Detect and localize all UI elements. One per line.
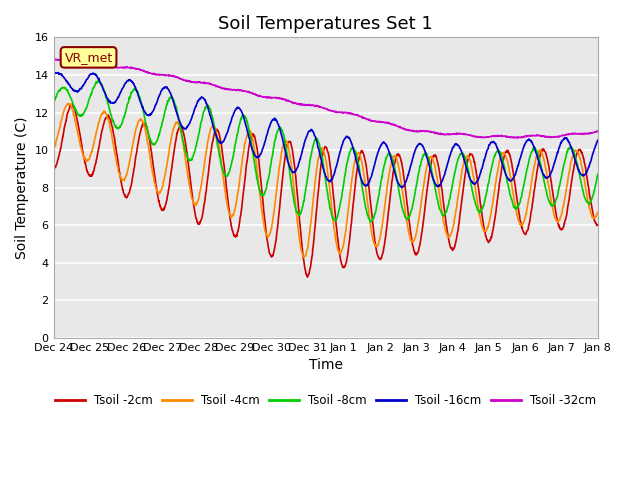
Tsoil -16cm	[277, 130, 285, 135]
Tsoil -32cm	[499, 133, 507, 139]
Tsoil -2cm	[303, 274, 311, 280]
Tsoil -32cm	[170, 73, 178, 79]
Tsoil -8cm	[367, 219, 374, 225]
Tsoil -8cm	[50, 100, 58, 106]
Tsoil -4cm	[65, 101, 72, 107]
Tsoil -16cm	[170, 101, 178, 107]
Tsoil -2cm	[264, 239, 271, 245]
Tsoil -2cm	[410, 247, 417, 252]
Tsoil -32cm	[264, 95, 271, 101]
Tsoil -32cm	[594, 128, 602, 134]
Legend: Tsoil -2cm, Tsoil -4cm, Tsoil -8cm, Tsoil -16cm, Tsoil -32cm: Tsoil -2cm, Tsoil -4cm, Tsoil -8cm, Tsoi…	[51, 389, 601, 411]
Text: VR_met: VR_met	[65, 51, 113, 64]
Tsoil -8cm	[264, 180, 271, 186]
Tsoil -16cm	[52, 70, 60, 75]
Tsoil -16cm	[499, 164, 507, 170]
Tsoil -16cm	[547, 172, 554, 178]
Tsoil -2cm	[499, 157, 507, 163]
Tsoil -32cm	[50, 57, 58, 63]
Tsoil -8cm	[499, 160, 507, 166]
Tsoil -16cm	[50, 72, 58, 77]
Tsoil -32cm	[410, 129, 417, 134]
Tsoil -2cm	[594, 222, 602, 228]
Line: Tsoil -32cm: Tsoil -32cm	[54, 59, 598, 138]
Tsoil -4cm	[264, 234, 271, 240]
Tsoil -8cm	[277, 125, 285, 131]
Tsoil -2cm	[170, 148, 178, 154]
Tsoil -32cm	[547, 134, 554, 140]
Tsoil -16cm	[410, 151, 417, 157]
Tsoil -2cm	[67, 101, 75, 107]
Tsoil -2cm	[547, 172, 554, 178]
Tsoil -16cm	[594, 137, 602, 143]
Tsoil -8cm	[410, 197, 417, 203]
Tsoil -2cm	[50, 165, 58, 171]
X-axis label: Time: Time	[308, 359, 342, 372]
Tsoil -4cm	[499, 151, 507, 156]
Tsoil -8cm	[170, 98, 178, 104]
Line: Tsoil -2cm: Tsoil -2cm	[54, 104, 598, 277]
Tsoil -4cm	[277, 156, 285, 161]
Tsoil -16cm	[264, 130, 271, 136]
Tsoil -4cm	[547, 192, 554, 198]
Tsoil -8cm	[547, 201, 554, 206]
Tsoil -4cm	[410, 239, 417, 244]
Tsoil -16cm	[398, 184, 406, 190]
Title: Soil Temperatures Set 1: Soil Temperatures Set 1	[218, 15, 433, 33]
Line: Tsoil -16cm: Tsoil -16cm	[54, 72, 598, 187]
Tsoil -8cm	[94, 78, 102, 84]
Tsoil -2cm	[277, 193, 285, 199]
Tsoil -32cm	[511, 135, 519, 141]
Tsoil -4cm	[170, 123, 178, 129]
Line: Tsoil -8cm: Tsoil -8cm	[54, 81, 598, 222]
Line: Tsoil -4cm: Tsoil -4cm	[54, 104, 598, 257]
Tsoil -4cm	[594, 210, 602, 216]
Tsoil -32cm	[52, 56, 60, 62]
Tsoil -4cm	[50, 147, 58, 153]
Y-axis label: Soil Temperature (C): Soil Temperature (C)	[15, 117, 29, 259]
Tsoil -8cm	[594, 171, 602, 177]
Tsoil -4cm	[300, 254, 308, 260]
Tsoil -32cm	[277, 96, 285, 101]
